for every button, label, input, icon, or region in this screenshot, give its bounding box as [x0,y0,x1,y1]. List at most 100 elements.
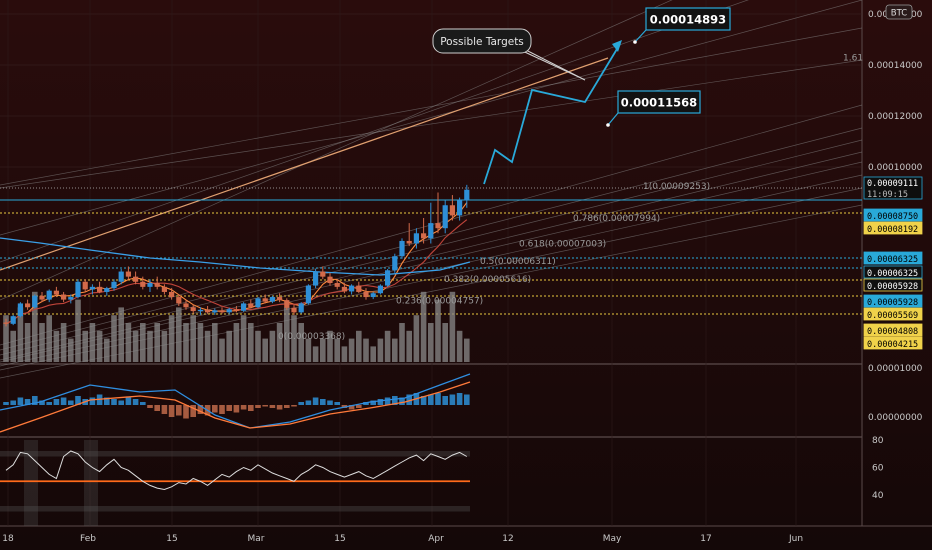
volume-bar [327,330,333,362]
volume-bar [132,330,139,362]
price-tag-value: 0.00005569 [867,311,918,321]
target-high-frame [645,7,731,31]
macd-histogram-bar [435,393,441,405]
candle-body [377,285,383,294]
projection-arrowhead [612,40,622,52]
volume-bar [262,338,268,362]
macd-histogram-bar [406,394,412,405]
macd-histogram-bar [118,400,124,405]
macd-histogram-bar [392,396,398,405]
candle-body [233,309,239,311]
rsi-axis-label: 60 [872,464,884,474]
price-tag-value: 0.00009111 [867,179,918,189]
price-tag-box [863,336,923,350]
candle-body [334,283,340,287]
macd-histogram-bar [161,405,168,414]
candle-body [75,281,81,298]
macd-histogram-bar [226,405,232,411]
macd-histogram-bar [68,400,74,405]
projection-layer [483,40,622,185]
candle-body [406,240,412,244]
volume-bar [176,307,182,362]
candle-body [169,291,175,298]
volume-bar [298,323,304,362]
candle-body [82,281,88,290]
volume-bar [406,330,412,362]
price-tag-countdown: 11:09:15 [867,190,908,200]
volume-bar [10,330,16,362]
price-tag-box [863,221,923,235]
macd-histogram-bar [46,402,52,405]
volume-bar [348,338,355,362]
candle-body [277,297,283,301]
x-tick-label: Feb [80,534,96,544]
candle-body [298,303,304,313]
macd-histogram-bar [442,396,448,405]
macd-histogram-bar [197,405,204,414]
candle-body [161,286,167,292]
macd-histogram-bar [219,405,225,414]
candle-body [428,223,434,239]
volume-bar [183,323,189,362]
macd-histogram-bar [356,405,362,408]
volume-bar [392,338,398,362]
candle-body [370,293,376,298]
volume-bar [240,315,247,362]
macd-histogram-bar [154,405,160,411]
macd-histogram-bar [147,405,153,408]
fib-label: 0(0.00003368) [278,332,345,342]
volume-bar [89,323,96,362]
trend-line [0,59,863,189]
macd-histogram-bar [269,405,276,408]
candle-body [3,322,9,324]
volume-bar [17,307,24,362]
macd-histogram-bar [24,399,31,405]
candle-body [46,290,52,300]
symbol-badge-box[interactable] [885,4,913,20]
macd-histogram-bar [212,405,218,413]
candle-body [457,200,463,216]
candle-body [133,276,139,282]
volume-bar [233,323,240,362]
candle-body [464,189,470,201]
candle-body [68,297,74,300]
candle-body [25,303,31,308]
price-tag-box [863,294,923,308]
macd-histogram-bar [291,405,297,407]
candle-body [349,285,355,292]
candle-body [226,309,232,313]
macd-histogram-bar [298,402,304,405]
x-tick-label: 15 [166,534,177,544]
macd-histogram-bar [320,399,326,405]
volume-bar [248,323,254,362]
volume-bar [384,330,391,362]
possible-targets-callout[interactable]: Possible Targets [432,28,586,81]
volume-bar [356,330,362,362]
volume-bar [255,330,261,362]
fib-label: 0.236(0.00004757) [396,297,483,307]
candle-body [219,310,225,313]
macd-histogram-bar [104,397,110,405]
candle-body [284,300,290,308]
volume-bar [75,299,81,362]
macd-histogram-bar [125,397,132,405]
volume-bar [68,338,74,362]
x-tick-label: Mar [248,534,265,544]
volume-bar [442,323,448,362]
target-high-box[interactable]: 0.00014893 [633,7,731,44]
price-axis-label: 0.00012000 [868,112,923,122]
fib-label: 0.786(0.00007994) [573,214,660,224]
macd-histogram-bar [464,394,470,405]
macd-histogram-bar [262,405,268,407]
macd-histogram-bar [370,400,376,405]
macd-histogram-bar [39,400,45,405]
target-low-dot [606,123,610,127]
candle-body [10,316,16,324]
volume-bar [449,291,456,362]
candle-body [327,276,333,284]
candles-layer [3,184,470,327]
target-low-box[interactable]: 0.00011568 [606,90,701,127]
volume-bar [212,323,218,362]
volume-bar [334,338,340,362]
x-tick-label: 17 [700,534,711,544]
